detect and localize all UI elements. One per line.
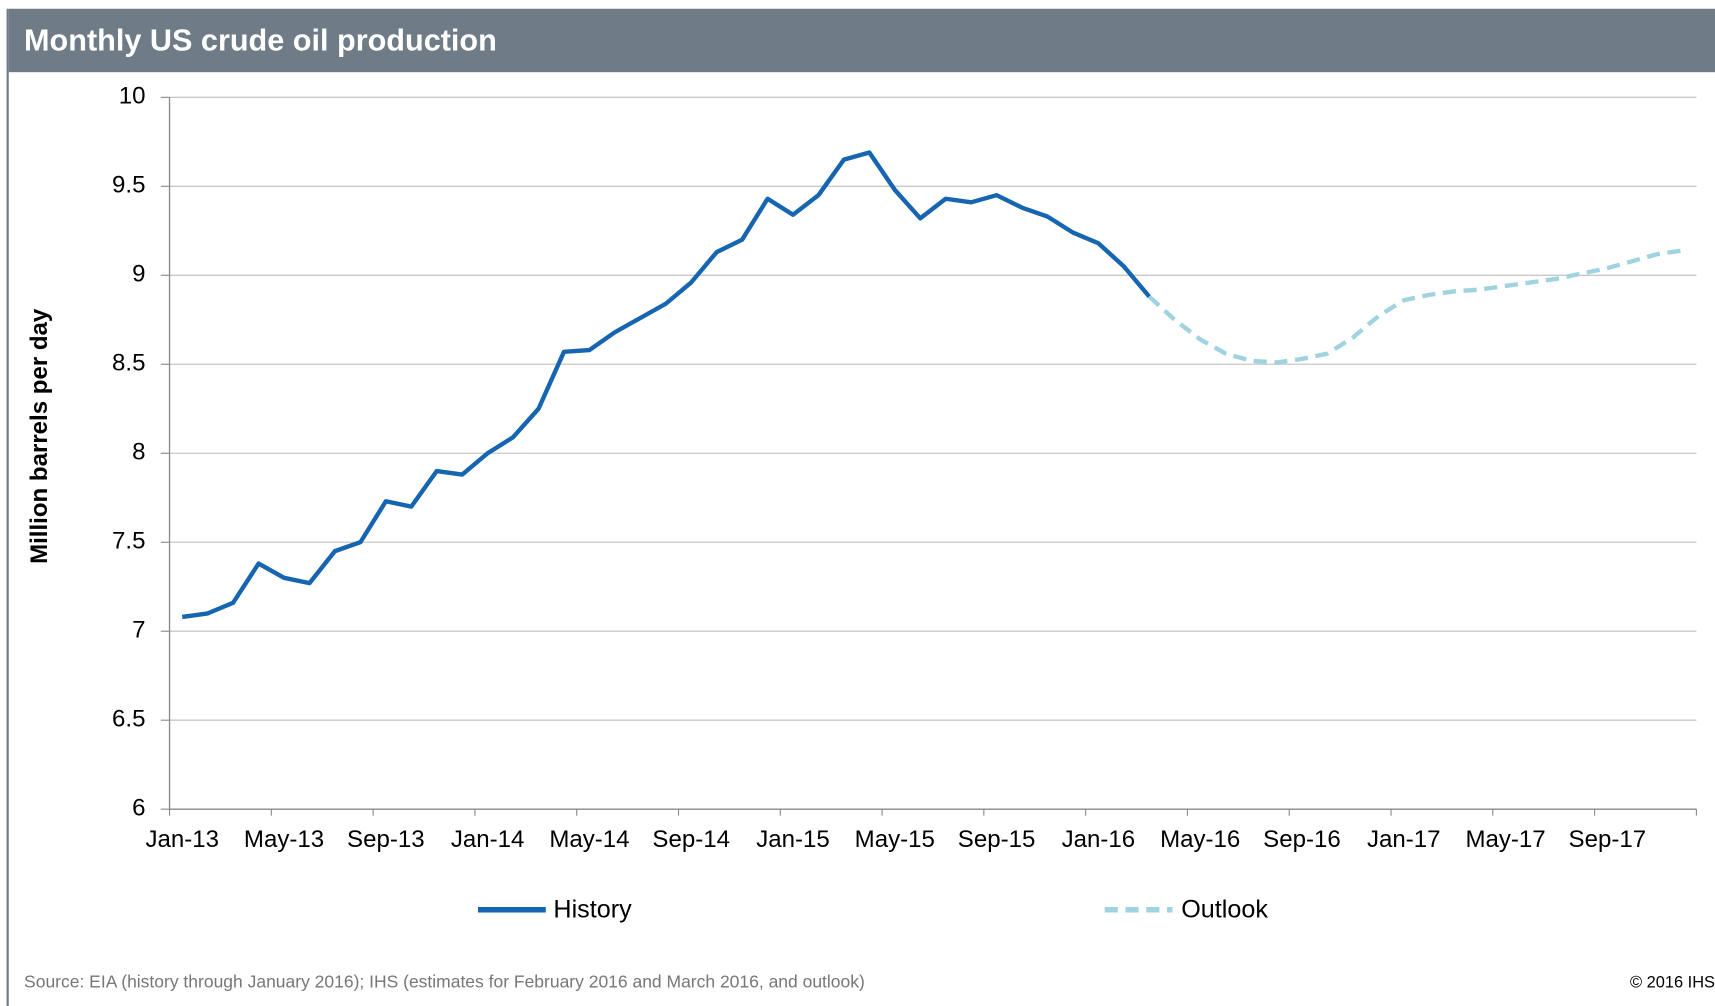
y-tick-label: 6.5 bbox=[112, 706, 145, 733]
x-tick-label: May-16 bbox=[1160, 826, 1240, 853]
y-tick-label: 6 bbox=[132, 795, 145, 822]
y-tick-label: 9 bbox=[132, 261, 145, 288]
x-tick-label: May-15 bbox=[855, 826, 935, 853]
header-bar bbox=[8, 8, 1715, 73]
left-border bbox=[6, 8, 9, 1006]
y-tick-label: 9.5 bbox=[112, 172, 145, 199]
x-tick-label: May-13 bbox=[244, 826, 324, 853]
x-tick-label: Sep-16 bbox=[1263, 826, 1341, 853]
x-tick-label: Jan-13 bbox=[145, 826, 219, 853]
x-tick-label: Sep-13 bbox=[347, 826, 425, 853]
y-tick-label: 10 bbox=[119, 83, 146, 110]
chart-title: Monthly US crude oil production bbox=[24, 24, 497, 58]
x-tick-label: Jan-17 bbox=[1367, 826, 1441, 853]
y-tick-label: 7.5 bbox=[112, 528, 145, 555]
x-tick-label: May-14 bbox=[549, 826, 629, 853]
x-tick-label: Jan-14 bbox=[451, 826, 525, 853]
y-tick-label: 8.5 bbox=[112, 350, 145, 377]
x-tick-label: May-17 bbox=[1465, 826, 1545, 853]
legend-label: Outlook bbox=[1181, 896, 1268, 924]
source-note: Source: EIA (history through January 201… bbox=[24, 972, 865, 992]
y-axis-label: Million barrels per day bbox=[26, 308, 53, 564]
series-line bbox=[1147, 248, 1684, 365]
x-tick-label: Jan-15 bbox=[756, 826, 830, 853]
x-tick-label: Sep-15 bbox=[958, 826, 1036, 853]
legend-label: History bbox=[553, 896, 632, 924]
y-tick-label: 8 bbox=[132, 439, 145, 466]
series-line bbox=[181, 150, 1151, 620]
y-tick-label: 7 bbox=[132, 617, 145, 644]
x-tick-label: Sep-17 bbox=[1569, 826, 1647, 853]
x-tick-label: Jan-16 bbox=[1062, 826, 1136, 853]
copyright: © 2016 IHS bbox=[1630, 973, 1715, 991]
x-tick-label: Sep-14 bbox=[652, 826, 730, 853]
